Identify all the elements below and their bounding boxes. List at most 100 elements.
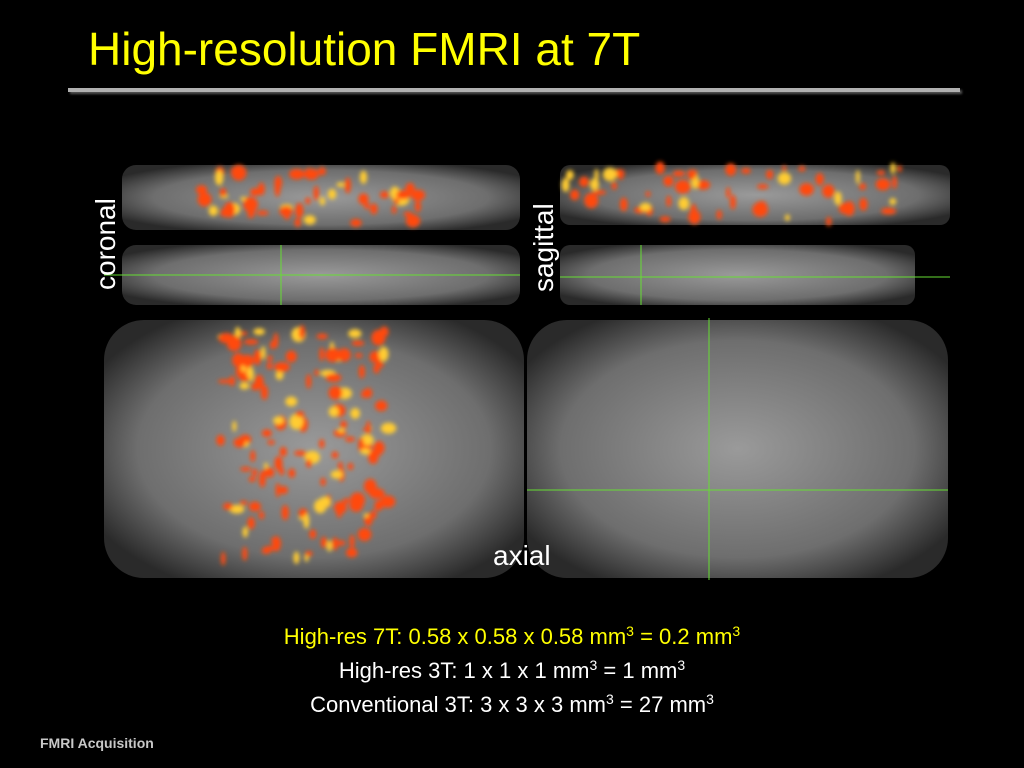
activation-blob xyxy=(666,195,672,208)
activation-blob xyxy=(309,529,317,539)
activation-blob xyxy=(305,197,311,205)
activation-blob xyxy=(889,198,897,206)
activation-blob xyxy=(353,493,358,506)
activation-blob xyxy=(798,165,806,172)
activation-blob xyxy=(349,534,355,549)
activation-blob xyxy=(716,209,722,220)
activation-blob xyxy=(726,187,731,199)
activation-blob xyxy=(589,178,600,191)
activation-blob xyxy=(294,218,301,228)
activation-blob xyxy=(250,188,261,197)
activation-blob xyxy=(326,540,332,552)
activation-blob xyxy=(319,347,325,362)
activation-blob xyxy=(766,169,774,180)
activation-blob xyxy=(260,384,269,400)
activation-blob xyxy=(283,211,291,220)
activation-blob xyxy=(696,180,711,190)
activation-blob xyxy=(275,370,284,381)
activation-blob xyxy=(335,540,346,546)
activation-blob xyxy=(231,164,247,181)
text: High-res 7T: 0.58 x 0.58 x 0.58 mm xyxy=(283,624,627,649)
activation-blob xyxy=(319,439,325,449)
activation-blob xyxy=(319,196,326,206)
activation-blob xyxy=(243,339,259,345)
activation-blob xyxy=(258,511,265,520)
activation-blob xyxy=(288,468,296,478)
activation-blob xyxy=(363,513,369,518)
superscript: 3 xyxy=(606,691,614,707)
activation-blob xyxy=(274,456,283,471)
brain-figure: coronal sagittal axial xyxy=(90,161,950,580)
activation-blob xyxy=(295,411,305,417)
activation-blob xyxy=(347,462,354,471)
superscript: 3 xyxy=(732,623,741,639)
activation-blob xyxy=(799,183,814,196)
activation-blob xyxy=(364,202,370,210)
crosshairs xyxy=(104,245,950,580)
activation-blob xyxy=(344,177,351,194)
activation-blob xyxy=(247,516,255,530)
activation-blob xyxy=(289,168,305,180)
activation-blob xyxy=(270,340,275,350)
activation-blob xyxy=(331,537,339,551)
activation-blob xyxy=(274,180,281,196)
activation-blob xyxy=(298,325,305,340)
activation-blob xyxy=(380,495,396,508)
activation-blob xyxy=(659,216,671,223)
activation-blob xyxy=(316,333,328,340)
activation-blob xyxy=(570,189,580,201)
activation-blob xyxy=(196,185,208,195)
activation-blob xyxy=(344,436,356,442)
activation-blob xyxy=(293,551,300,564)
axial-label: axial xyxy=(493,540,551,571)
activation-blob xyxy=(396,190,411,200)
activation-blob xyxy=(219,187,227,197)
activation-blob xyxy=(881,207,897,215)
activation-blob xyxy=(346,547,358,558)
activation-blob xyxy=(342,497,350,504)
activation-blob xyxy=(672,170,686,177)
activation-blob xyxy=(639,202,652,212)
activation-blob xyxy=(325,373,342,382)
activation-blob xyxy=(782,165,787,172)
activation-blob xyxy=(375,400,388,412)
activation-blob xyxy=(261,547,271,554)
activation-blob xyxy=(838,202,851,214)
activation-blob xyxy=(250,450,256,463)
activation-blob xyxy=(263,467,275,478)
activation-blob xyxy=(303,215,316,225)
activation-blob xyxy=(331,451,339,459)
activation-blob xyxy=(226,335,242,352)
text: = 0.2 mm xyxy=(633,624,733,649)
activation-blob xyxy=(350,218,362,227)
activation-blob xyxy=(379,326,389,338)
activation-blob xyxy=(313,185,319,201)
activation-blob xyxy=(593,190,607,195)
activation-blob xyxy=(351,340,365,346)
activation-blob xyxy=(221,551,226,566)
activation-blob xyxy=(405,182,415,193)
activation-blob xyxy=(273,332,279,349)
coronal-label: coronal xyxy=(90,198,121,290)
activation-blob xyxy=(232,353,245,368)
activation-blob xyxy=(826,216,832,227)
activation-blob xyxy=(294,450,307,456)
activation-blob xyxy=(278,486,289,495)
footer: FMRI Acquisition xyxy=(40,735,154,751)
activation-blob xyxy=(257,182,265,196)
activation-blob xyxy=(394,198,400,205)
text: High-res 3T: 1 x 1 x 1 mm xyxy=(338,658,590,683)
activation-blob xyxy=(876,170,886,176)
activation-blob xyxy=(360,448,371,455)
activation-blob xyxy=(834,191,842,206)
caption: High-res 7T: 0.58 x 0.58 x 0.58 mm 3 = 0.… xyxy=(0,620,1024,722)
activation-blob xyxy=(325,347,341,363)
superscript: 3 xyxy=(589,657,598,673)
axial-panels xyxy=(104,320,948,578)
activation-blob xyxy=(655,161,665,175)
activation-blob xyxy=(253,349,262,366)
activation-blob xyxy=(223,202,236,218)
activation-blob xyxy=(279,467,285,476)
activation-blob xyxy=(376,361,384,368)
activation-blob xyxy=(752,202,769,217)
